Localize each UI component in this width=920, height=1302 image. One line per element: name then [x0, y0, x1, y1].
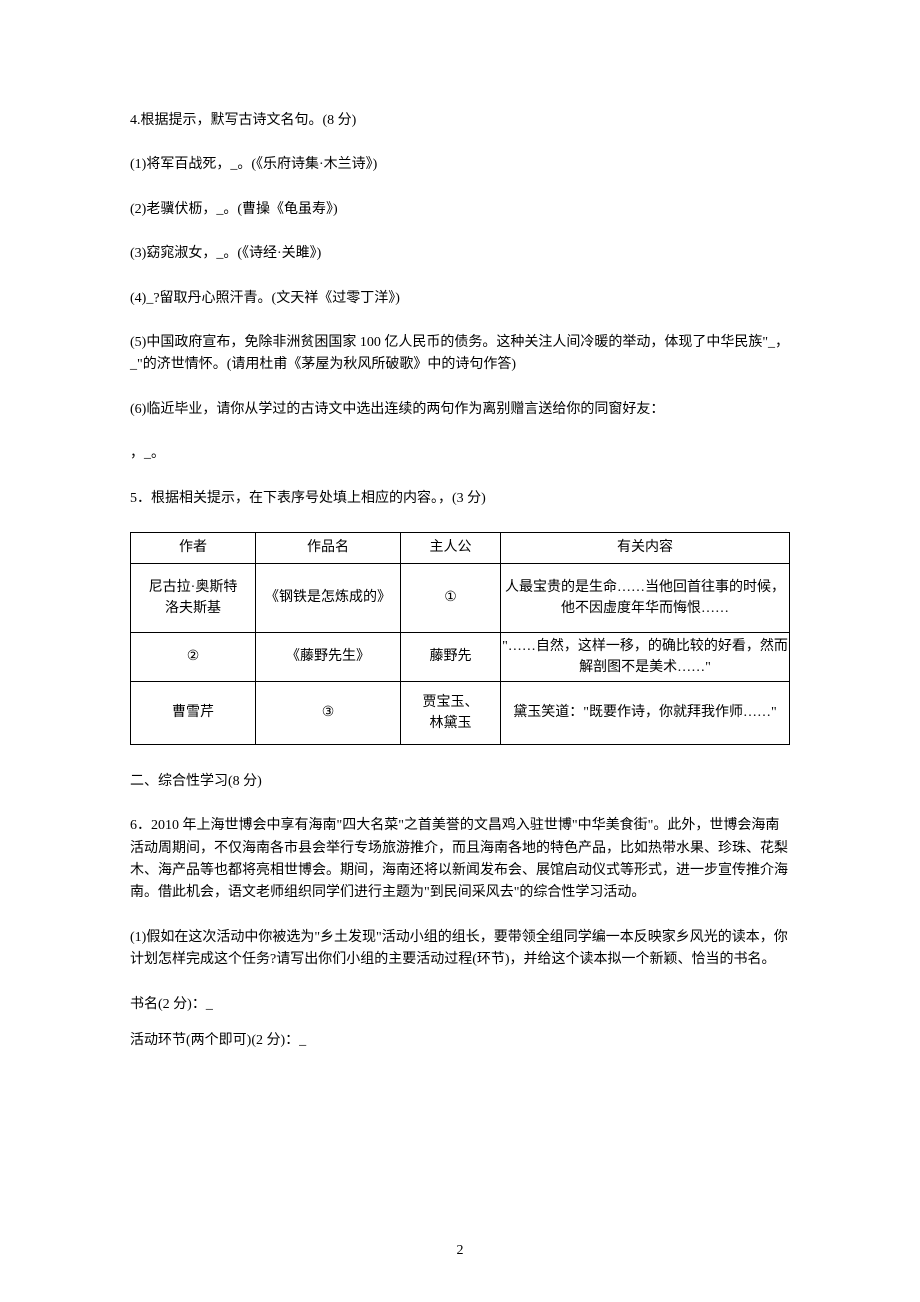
q4-item-1: (1)将军百战死，_。(《乐府诗集·木兰诗》): [130, 154, 790, 176]
cell-hero-3: 贾宝玉、林黛玉: [401, 681, 501, 744]
th-work: 作品名: [256, 532, 401, 563]
th-hero: 主人公: [401, 532, 501, 563]
q6-blank-bookname: 书名(2 分)：_: [130, 994, 790, 1016]
section2-heading: 二、综合性学习(8 分): [130, 771, 790, 793]
cell-content-3: 黛玉笑道："既要作诗，你就拜我作师……": [501, 681, 790, 744]
table-row: 尼古拉·奥斯特洛夫斯基 《钢铁是怎炼成的》 ① 人最宝贵的是生命……当他回首往事…: [131, 563, 790, 632]
q5-stem: 5．根据相关提示，在下表序号处填上相应的内容。，(3 分): [130, 488, 790, 510]
cell-work-1: 《钢铁是怎炼成的》: [256, 563, 401, 632]
q4-item-5: (5)中国政府宣布，免除非洲贫困国家 100 亿人民币的债务。这种关注人间冷暖的…: [130, 332, 790, 377]
q6-sub1: (1)假如在这次活动中你被选为"乡土发现"活动小组的组长，要带领全组同学编一本反…: [130, 927, 790, 972]
table-header-row: 作者 作品名 主人公 有关内容: [131, 532, 790, 563]
th-content: 有关内容: [501, 532, 790, 563]
q4-item-3: (3)窈窕淑女，_。(《诗经·关雎》): [130, 243, 790, 265]
cell-content-2: "……自然，这样一移，的确比较的好看，然而解剖图不是美术……": [501, 632, 790, 681]
q5-table: 作者 作品名 主人公 有关内容 尼古拉·奥斯特洛夫斯基 《钢铁是怎炼成的》 ① …: [130, 532, 790, 745]
cell-author-1: 尼古拉·奥斯特洛夫斯基: [131, 563, 256, 632]
q6-stem: 6．2010 年上海世博会中享有海南"四大名菜"之首美誉的文昌鸡入驻世博"中华美…: [130, 815, 790, 905]
cell-content-1: 人最宝贵的是生命……当他回首往事的时候，他不因虚度年华而悔恨……: [501, 563, 790, 632]
page-number: 2: [0, 1240, 920, 1262]
cell-work-3: ③: [256, 681, 401, 744]
table-row: 曹雪芹 ③ 贾宝玉、林黛玉 黛玉笑道："既要作诗，你就拜我作师……": [131, 681, 790, 744]
q6-blank-steps: 活动环节(两个即可)(2 分)：_: [130, 1030, 790, 1052]
cell-hero-2: 藤野先: [401, 632, 501, 681]
q4-stem: 4.根据提示，默写古诗文名句。(8 分): [130, 110, 790, 132]
q4-item-6: (6)临近毕业，请你从学过的古诗文中选出连续的两句作为离别赠言送给你的同窗好友：: [130, 399, 790, 421]
th-author: 作者: [131, 532, 256, 563]
cell-work-2: 《藤野先生》: [256, 632, 401, 681]
q4-item-7: ，_。: [130, 443, 790, 465]
cell-author-2: ②: [131, 632, 256, 681]
cell-hero-1: ①: [401, 563, 501, 632]
q4-item-2: (2)老骥伏枥，_。(曹操《龟虽寿》): [130, 199, 790, 221]
table-row: ② 《藤野先生》 藤野先 "……自然，这样一移，的确比较的好看，然而解剖图不是美…: [131, 632, 790, 681]
q4-item-4: (4)_?留取丹心照汗青。(文天祥《过零丁洋》): [130, 288, 790, 310]
cell-author-3: 曹雪芹: [131, 681, 256, 744]
